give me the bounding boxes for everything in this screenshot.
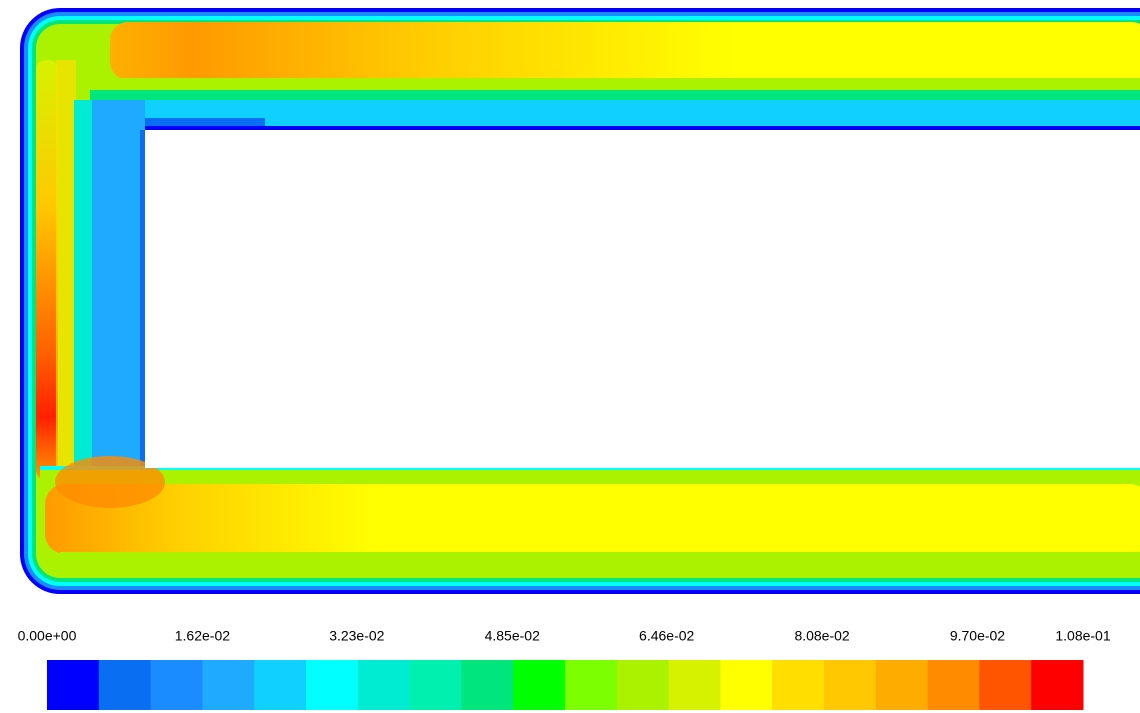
colorbar-segment bbox=[875, 660, 929, 710]
colorbar-segment bbox=[98, 660, 152, 710]
colorbar-tick-label: 6.46e-02 bbox=[639, 628, 694, 644]
colorbar-segment bbox=[513, 660, 566, 710]
colorbar-segment bbox=[824, 660, 877, 710]
colorbar-segment bbox=[720, 660, 773, 710]
colorbar-segment bbox=[306, 660, 359, 710]
colorbar-segment bbox=[150, 660, 203, 710]
colorbar-segment bbox=[202, 660, 255, 710]
colorbar-segment bbox=[927, 660, 980, 710]
colorbar-segment bbox=[254, 660, 307, 710]
colorbar-segment bbox=[409, 660, 462, 710]
colorbar-segment bbox=[979, 660, 1032, 710]
colorbar: 0.00e+00 1.62e-02 3.23e-02 4.85e-02 6.46e-02… bbox=[18, 628, 1111, 710]
colorbar-segment bbox=[668, 660, 721, 710]
colorbar-tick-label: 1.08e-01 bbox=[1055, 628, 1110, 644]
colorbar-segment bbox=[616, 660, 670, 710]
colorbar-tick-label: 9.70e-02 bbox=[950, 628, 1005, 644]
colorbar-tick-label: 0.00e+00 bbox=[18, 628, 77, 644]
colorbar-tick-label: 4.85e-02 bbox=[485, 628, 540, 644]
flow-field bbox=[20, 8, 1140, 594]
colorbar-tick-label: 3.23e-02 bbox=[329, 628, 384, 644]
colorbar-segment bbox=[772, 660, 825, 710]
colorbar-segment bbox=[1031, 660, 1084, 710]
colorbar-tick-label: 8.08e-02 bbox=[794, 628, 849, 644]
colorbar-segment bbox=[357, 660, 411, 710]
colorbar-segment bbox=[47, 660, 100, 710]
colorbar-tick-label: 1.62e-02 bbox=[175, 628, 230, 644]
colorbar-segment bbox=[565, 660, 618, 710]
colorbar-segment bbox=[461, 660, 514, 710]
